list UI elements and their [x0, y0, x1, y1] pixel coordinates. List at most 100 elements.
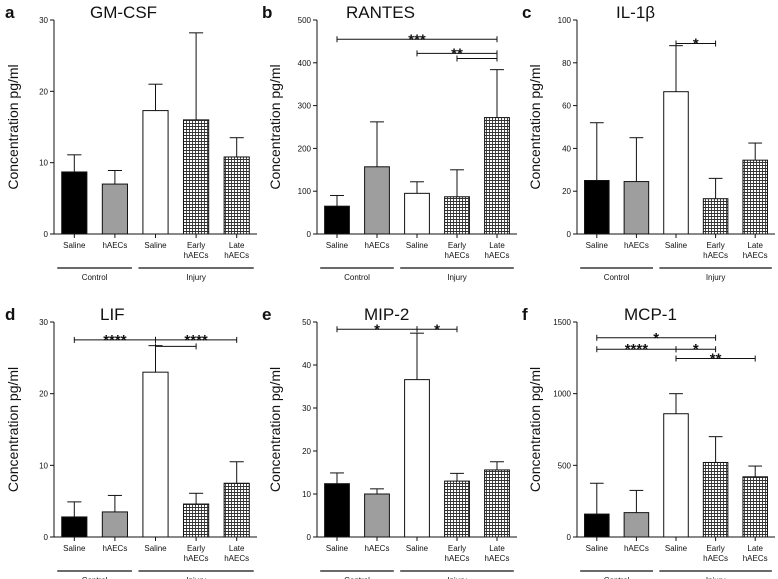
- group-label: Injury: [186, 273, 206, 282]
- y-tick-label: 0: [44, 230, 49, 239]
- y-axis-label: Concentration pg/ml: [267, 64, 283, 189]
- significance-label: *: [693, 36, 699, 53]
- panel-letter: e: [262, 305, 271, 324]
- significance-label: *: [374, 321, 380, 338]
- y-tick-label: 20: [39, 390, 48, 399]
- y-tick-label: 60: [562, 102, 571, 111]
- y-tick-label: 500: [298, 16, 312, 25]
- x-tick-label: Saline: [326, 544, 349, 553]
- x-tick-label: Saline: [665, 241, 688, 250]
- chart-panel-d: d LIF Concentration pg/ml 0 10 20 30 Saline hAEC…: [5, 305, 257, 579]
- panel-title: IL-1β: [616, 3, 655, 22]
- significance-label: ****: [103, 332, 127, 349]
- bar: [742, 476, 768, 538]
- x-tick-label: Saline: [63, 241, 86, 250]
- y-tick-label: 30: [39, 318, 48, 327]
- y-axis-label: Concentration pg/ml: [267, 367, 283, 492]
- x-tick-label: hAECs: [184, 554, 209, 563]
- x-tick-label: Saline: [406, 241, 429, 250]
- x-tick-label: hAECs: [624, 241, 649, 250]
- y-tick-label: 1500: [553, 318, 571, 327]
- x-tick-label: hAECs: [102, 544, 127, 553]
- x-tick-label: Saline: [406, 544, 429, 553]
- chart-panel-f: f MCP-1 Concentration pg/ml 0 500 1000 1500 Sal…: [522, 305, 775, 579]
- x-tick-label: Late: [489, 544, 505, 553]
- x-tick-label: hAECs: [224, 554, 249, 563]
- group-label: Control: [344, 273, 370, 282]
- y-tick-label: 1000: [553, 390, 571, 399]
- y-axis-label: Concentration pg/ml: [5, 367, 21, 492]
- x-tick-label: Early: [187, 241, 205, 250]
- bar: [183, 503, 210, 538]
- bar: [223, 482, 250, 538]
- panel-letter: c: [522, 3, 531, 22]
- bar: [324, 483, 350, 538]
- bar: [61, 516, 88, 538]
- y-tick-label: 400: [298, 59, 312, 68]
- group-label: Control: [82, 273, 108, 282]
- x-tick-label: Early: [187, 544, 205, 553]
- panel-title: LIF: [100, 305, 125, 324]
- x-tick-label: Saline: [63, 544, 86, 553]
- group-label: Injury: [706, 576, 726, 579]
- x-tick-label: hAECs: [703, 251, 728, 260]
- x-tick-label: hAECs: [365, 544, 390, 553]
- x-tick-label: hAECs: [485, 251, 510, 260]
- x-tick-label: Saline: [665, 544, 688, 553]
- bar: [364, 493, 390, 538]
- y-tick-label: 300: [298, 102, 312, 111]
- panel-title: MCP-1: [624, 305, 677, 324]
- x-tick-label: hAECs: [184, 251, 209, 260]
- y-tick-label: 80: [562, 59, 571, 68]
- bar: [702, 198, 729, 235]
- x-tick-label: hAECs: [485, 554, 510, 563]
- y-tick-label: 500: [558, 461, 572, 470]
- panel-title: RANTES: [346, 3, 415, 22]
- bar: [484, 117, 510, 235]
- bar: [444, 196, 470, 235]
- significance-label: *: [653, 330, 659, 347]
- group-label: Injury: [447, 273, 467, 282]
- significance-label: **: [710, 351, 722, 368]
- panel-letter: a: [5, 3, 15, 22]
- bar: [742, 159, 768, 235]
- x-tick-label: Late: [229, 544, 245, 553]
- panel-letter: d: [5, 305, 15, 324]
- group-label: Injury: [447, 576, 467, 579]
- bar: [663, 91, 689, 235]
- x-tick-label: Early: [706, 241, 724, 250]
- group-label: Injury: [186, 576, 206, 579]
- y-tick-label: 10: [39, 159, 48, 168]
- significance-label: ****: [184, 332, 208, 349]
- y-tick-label: 30: [39, 16, 48, 25]
- x-tick-label: hAECs: [102, 241, 127, 250]
- x-tick-label: Late: [229, 241, 245, 250]
- x-tick-label: hAECs: [224, 251, 249, 260]
- bar: [324, 205, 350, 235]
- y-tick-label: 0: [307, 230, 312, 239]
- bar: [223, 156, 250, 235]
- y-tick-label: 40: [302, 361, 311, 370]
- bar: [702, 461, 729, 538]
- bar: [404, 192, 430, 235]
- bar: [584, 513, 610, 538]
- y-tick-label: 20: [562, 187, 571, 196]
- y-tick-label: 20: [302, 447, 311, 456]
- y-tick-label: 200: [298, 144, 312, 153]
- group-label: Control: [604, 273, 630, 282]
- group-label: Control: [344, 576, 370, 579]
- x-tick-label: hAECs: [445, 554, 470, 563]
- bar: [484, 469, 510, 538]
- bar: [623, 512, 650, 538]
- bar: [364, 166, 390, 235]
- x-tick-label: Early: [448, 544, 466, 553]
- bar: [183, 119, 210, 235]
- x-tick-label: Saline: [144, 544, 167, 553]
- bar: [623, 181, 650, 235]
- significance-label: **: [451, 45, 463, 62]
- group-label: Control: [82, 576, 108, 579]
- y-tick-label: 10: [39, 461, 48, 470]
- y-axis-label: Concentration pg/ml: [5, 64, 21, 189]
- group-label: Injury: [706, 273, 726, 282]
